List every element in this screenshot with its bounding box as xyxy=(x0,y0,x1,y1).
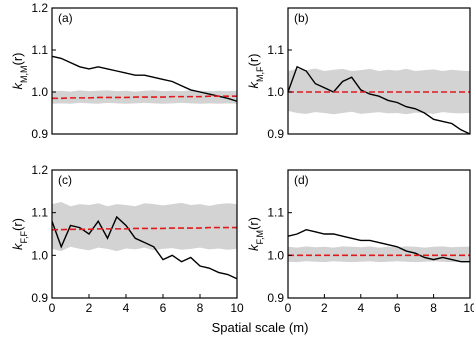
y-label-sub: F,F xyxy=(19,230,29,243)
axes-frame xyxy=(287,169,471,299)
y-label-main: k xyxy=(246,243,261,251)
x-tick-label: 2 xyxy=(86,301,93,315)
x-tick-label: 0 xyxy=(49,301,56,315)
y-label-tail: (r) xyxy=(10,53,25,66)
x-axis-label: Spatial scale (m) xyxy=(212,320,309,335)
y-label-sub: M,M xyxy=(19,66,29,84)
y-axis-label: kM,F(r) xyxy=(246,54,265,89)
y-tick-label: 1.1 xyxy=(31,43,48,57)
x-tick-label: 10 xyxy=(230,301,244,315)
axes-frame xyxy=(51,7,238,135)
y-tick-label: 1.0 xyxy=(267,85,284,99)
y-tick-label: 1.2 xyxy=(31,163,48,177)
y-axis-label: kF,F(r) xyxy=(10,218,29,250)
panel-label: (c) xyxy=(58,173,72,187)
x-tick-label: 6 xyxy=(394,301,401,315)
y-tick-label: 1.0 xyxy=(267,248,284,262)
null-model-line xyxy=(52,226,237,231)
x-tick-label: 4 xyxy=(357,301,364,315)
y-tick-label: 0.9 xyxy=(31,291,48,305)
observed-line xyxy=(51,55,238,102)
y-label-tail: (r) xyxy=(10,218,25,231)
y-tick-label: 1.0 xyxy=(31,85,48,99)
observed-line xyxy=(287,65,471,135)
axes-frame xyxy=(51,169,238,299)
x-tick-label: 8 xyxy=(197,301,204,315)
y-axis-label: kM,M(r) xyxy=(10,53,29,90)
y-label-tail: (r) xyxy=(246,217,261,230)
x-tick-label: 2 xyxy=(321,301,328,315)
y-tick-label: 0.9 xyxy=(267,127,284,141)
y-label-sub: M,F xyxy=(255,66,265,82)
x-tick-label: 4 xyxy=(123,301,130,315)
y-label-main: k xyxy=(10,242,25,250)
panel-label: (b) xyxy=(294,11,309,25)
y-tick-label: 0.9 xyxy=(31,127,48,141)
envelope xyxy=(288,246,470,263)
null-model-line xyxy=(52,95,237,100)
observed-line xyxy=(287,228,470,263)
y-tick-label: 1.1 xyxy=(267,206,284,220)
y-tick-label: 1.0 xyxy=(31,248,48,262)
panel-label: (a) xyxy=(58,11,73,25)
y-axis-label: kF,M(r) xyxy=(246,217,265,251)
y-label-main: k xyxy=(246,81,261,89)
y-label-sub: F,M xyxy=(255,230,265,245)
y-label-main: k xyxy=(10,82,25,90)
x-tick-label: 10 xyxy=(463,301,474,315)
y-tick-label: 1.1 xyxy=(31,206,48,220)
y-tick-label: 0.9 xyxy=(267,291,284,305)
axes-frame xyxy=(287,7,471,135)
x-tick-label: 0 xyxy=(285,301,292,315)
y-tick-label: 1.1 xyxy=(267,43,284,57)
envelope xyxy=(52,202,237,252)
y-label-tail: (r) xyxy=(246,54,261,67)
panel-label: (d) xyxy=(294,173,309,187)
x-tick-label: 6 xyxy=(160,301,167,315)
y-tick-label: 1.2 xyxy=(31,1,48,15)
x-tick-label: 8 xyxy=(430,301,437,315)
